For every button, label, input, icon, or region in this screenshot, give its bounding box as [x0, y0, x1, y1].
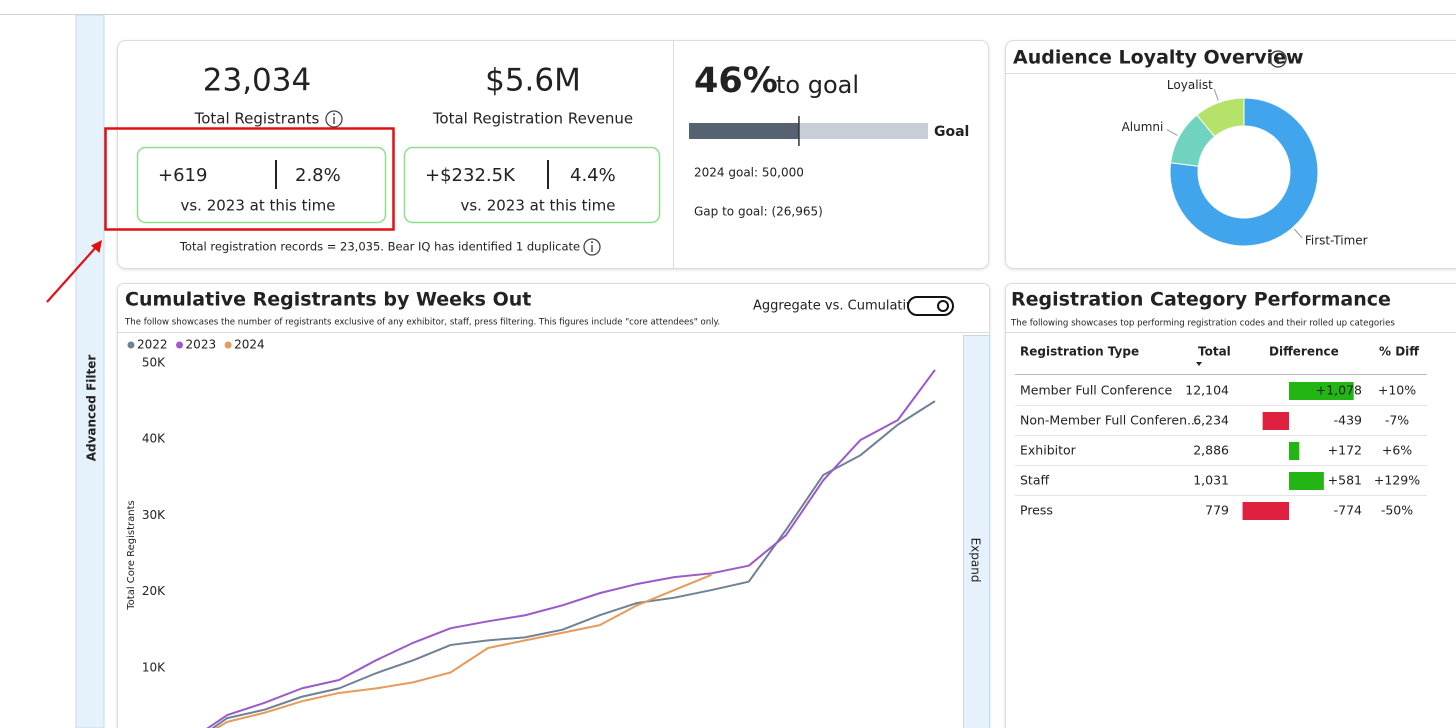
- kpi-label: Total Registrants: [194, 110, 320, 128]
- info-icon[interactable]: [583, 238, 601, 256]
- goal-target: 2024 goal: 50,000: [694, 166, 804, 180]
- card-title: Cumulative Registrants by Weeks Out: [125, 289, 531, 311]
- expand-label[interactable]: Expand: [969, 538, 983, 583]
- difference-bar: [1289, 442, 1300, 460]
- cell-difference: +1,078: [1316, 383, 1362, 398]
- legend-marker: [224, 341, 232, 349]
- slice-label: Loyalist: [1167, 78, 1213, 92]
- cell-difference: -774: [1334, 503, 1362, 518]
- cell-type: Press: [1020, 503, 1053, 518]
- y-tick-label: 40K: [142, 432, 166, 446]
- toggle-label: Aggregate vs. Cumulative: [753, 299, 922, 314]
- cell-pct-diff: -7%: [1385, 413, 1409, 428]
- y-axis-label: Total Core Registrants: [126, 500, 137, 610]
- cell-pct-diff: +6%: [1382, 443, 1412, 458]
- legend-label: 2023: [186, 338, 217, 352]
- series-line: [211, 400, 936, 728]
- kpi-value: 23,034: [203, 63, 311, 99]
- cell-type: Staff: [1020, 473, 1049, 488]
- annotation-box: [104, 127, 395, 231]
- series-line: [215, 573, 712, 728]
- records-note: Total registration records = 23,035. Bea…: [179, 240, 580, 254]
- difference-bar: [1242, 502, 1289, 520]
- y-tick-label: 20K: [142, 584, 166, 598]
- y-tick-label: 50K: [142, 356, 166, 370]
- audience-card: [1005, 40, 1456, 269]
- expand-tab[interactable]: [963, 335, 990, 728]
- column-header[interactable]: Total: [1198, 345, 1231, 359]
- goal-suffix: to goal: [776, 71, 859, 99]
- goal-percent: 46%: [694, 61, 778, 101]
- toggle-switch[interactable]: [907, 296, 954, 316]
- kpi-change: +619: [158, 165, 207, 186]
- annotation-arrow: [46, 240, 102, 303]
- cell-difference: -439: [1334, 413, 1362, 428]
- kpi-change-box: [403, 146, 661, 224]
- leader-line: [1293, 228, 1303, 239]
- goal-bar-label: Goal: [934, 124, 969, 140]
- y-tick-label: 30K: [142, 508, 166, 522]
- donut-slice: [1169, 97, 1319, 247]
- cell-pct-diff: +129%: [1374, 473, 1420, 488]
- column-header[interactable]: % Diff: [1379, 345, 1419, 359]
- card-title: Registration Category Performance: [1011, 289, 1391, 311]
- card-title: Audience Loyalty Overview: [1013, 47, 1304, 69]
- sidebar-label[interactable]: Advanced Filter: [85, 355, 99, 462]
- cell-type: Exhibitor: [1020, 443, 1077, 458]
- cell-difference: +172: [1328, 443, 1362, 458]
- cell-pct-diff: -50%: [1381, 503, 1413, 518]
- legend-marker: [176, 341, 184, 349]
- leader-line: [1213, 89, 1219, 101]
- sidebar[interactable]: [75, 14, 105, 728]
- column-header[interactable]: Registration Type: [1020, 345, 1139, 359]
- kpi-comparison: vs. 2023 at this time: [460, 197, 615, 215]
- cell-pct-diff: +10%: [1378, 383, 1416, 398]
- kpi-change-pct: 2.8%: [295, 165, 341, 186]
- card-subtitle: The follow showcases the number of regis…: [124, 318, 720, 328]
- legend-marker: [127, 341, 135, 349]
- difference-bar: [1289, 382, 1354, 400]
- leader-line: [1166, 129, 1178, 136]
- difference-bar: [1262, 412, 1289, 430]
- kpi-change-box: [136, 146, 387, 224]
- legend-label: 2022: [137, 338, 168, 352]
- cell-total: 6,234: [1193, 413, 1229, 428]
- kpi-comparison: vs. 2023 at this time: [180, 197, 335, 215]
- cell-type: Non-Member Full Conferen...: [1020, 413, 1199, 428]
- kpi-label: Total Registration Revenue: [432, 110, 633, 128]
- slice-label: First-Timer: [1305, 234, 1368, 248]
- cell-total: 1,031: [1193, 473, 1229, 488]
- cell-total: 779: [1205, 503, 1229, 518]
- y-tick-label: 10K: [142, 660, 166, 674]
- goal-fill: [689, 123, 799, 139]
- card-subtitle: The following showcases top performing r…: [1010, 319, 1395, 329]
- info-icon[interactable]: [325, 110, 343, 128]
- difference-bar: [1289, 472, 1324, 490]
- series-line: [206, 369, 936, 728]
- cell-difference: +581: [1328, 473, 1362, 488]
- donut-slice: [1196, 97, 1245, 138]
- cell-type: Member Full Conference: [1020, 383, 1172, 398]
- kpi-change-pct: 4.4%: [570, 165, 616, 186]
- kpi-card: [117, 40, 989, 269]
- info-icon[interactable]: [1269, 50, 1287, 68]
- cell-total: 12,104: [1185, 383, 1229, 398]
- cell-total: 2,886: [1193, 443, 1229, 458]
- sort-indicator: [1196, 362, 1202, 366]
- legend-label: 2024: [234, 338, 265, 352]
- column-header[interactable]: Difference: [1269, 345, 1339, 359]
- kpi-value: $5.6M: [485, 63, 581, 99]
- kpi-change: +$232.5K: [425, 165, 516, 186]
- goal-gap: Gap to goal: (26,965): [694, 205, 823, 219]
- slice-label: Alumni: [1122, 120, 1164, 134]
